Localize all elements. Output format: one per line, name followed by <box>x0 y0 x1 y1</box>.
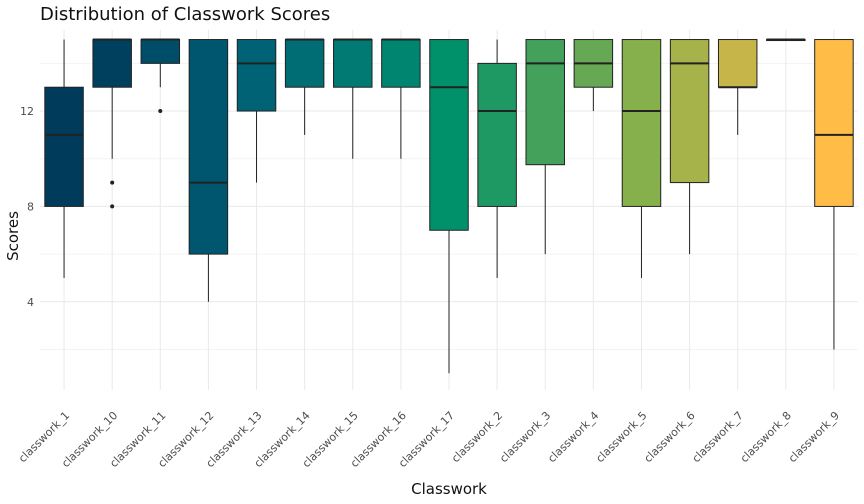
box-iqr <box>284 39 325 88</box>
y-tick-label: 12 <box>20 105 34 118</box>
box-iqr <box>525 39 565 166</box>
box-iqr <box>333 39 373 88</box>
outlier-point <box>158 109 163 114</box>
chart-title: Distribution of Classwork Scores <box>40 4 330 25</box>
box-iqr <box>477 62 517 207</box>
y-tick-labels: 4 8 12 <box>20 105 34 309</box>
y-tick-label: 8 <box>27 200 34 213</box>
x-axis-title: Classwork <box>411 480 487 498</box>
box-iqr <box>717 39 758 88</box>
box-iqr <box>188 39 229 255</box>
box-iqr <box>140 39 181 64</box>
outlier-point <box>110 204 115 209</box>
x-tick-labels: classwork_1classwork_10classwork_11class… <box>16 409 842 470</box>
box-iqr <box>44 86 84 207</box>
box-iqr <box>621 39 662 207</box>
box-iqr <box>236 39 277 112</box>
box-layer <box>44 38 854 374</box>
y-axis-title: Scores <box>4 211 22 261</box>
box-iqr <box>669 39 710 184</box>
box-iqr <box>381 39 421 88</box>
x-tick-label: classwork_9 <box>786 409 842 465</box>
plot-area: 4 8 12 classwork_1classwork_10classwork_11… <box>16 30 858 470</box>
box-iqr <box>429 39 469 231</box>
box-iqr <box>814 39 854 207</box>
outlier-point <box>110 180 115 185</box>
box-iqr <box>92 39 132 88</box>
y-tick-label: 4 <box>27 296 34 309</box>
